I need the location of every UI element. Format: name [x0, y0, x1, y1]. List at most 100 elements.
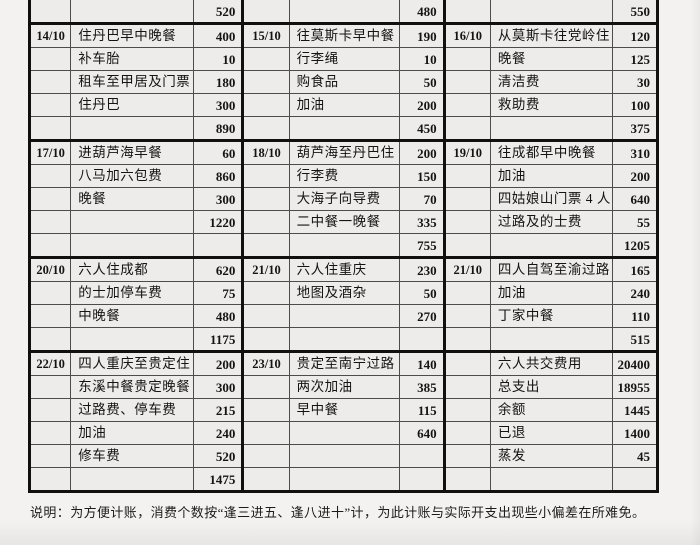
date-cell — [241, 70, 290, 94]
amount-cell: 10 — [193, 47, 244, 71]
amount-cell — [399, 444, 445, 468]
amount-cell: 75 — [193, 281, 244, 305]
amount-cell: 30 — [611, 70, 659, 94]
date-cell — [442, 444, 491, 468]
description-cell: 八马加六包费 — [70, 164, 195, 188]
amount-cell — [193, 233, 244, 258]
date-cell — [442, 0, 491, 24]
description-cell: 行李费 — [288, 164, 401, 188]
amount-cell: 115 — [399, 398, 445, 422]
description-cell: 蒸发 — [489, 444, 613, 468]
date-cell: 20/10 — [28, 257, 72, 282]
description-cell: 东溪中餐贵定晚餐 — [70, 375, 195, 399]
description-cell: 过路费、停车费 — [70, 398, 195, 422]
amount-cell: 385 — [399, 375, 445, 399]
amount-cell: 45 — [611, 444, 659, 468]
amount-cell: 755 — [399, 233, 445, 258]
amount-cell: 110 — [611, 304, 659, 328]
date-cell — [28, 327, 72, 352]
description-cell: 的士加停车费 — [70, 281, 195, 305]
date-cell — [241, 47, 290, 71]
date-cell — [241, 467, 290, 492]
date-cell — [28, 0, 72, 24]
amount-cell: 200 — [611, 164, 659, 188]
date-cell — [442, 93, 491, 117]
ledger-row: 1175 515 — [28, 327, 659, 352]
description-cell: 地图及酒杂 — [288, 281, 401, 305]
date-cell — [28, 210, 72, 234]
date-cell — [241, 327, 290, 352]
amount-cell: 400 — [193, 23, 244, 48]
amount-cell — [611, 467, 659, 492]
description-cell — [70, 467, 195, 492]
description-cell: 四人自驾至渝过路 — [489, 257, 613, 282]
date-cell: 21/10 — [442, 257, 491, 282]
date-cell: 17/10 — [28, 140, 72, 165]
amount-cell: 640 — [399, 421, 445, 445]
ledger-row: 修车费 520 蒸发 45 — [28, 444, 659, 468]
description-cell: 加油 — [288, 93, 401, 117]
ledger-row: 755 1205 — [28, 233, 659, 258]
ledger-row: 1475 — [28, 467, 659, 492]
description-cell — [288, 444, 401, 468]
date-cell — [241, 375, 290, 399]
date-cell — [28, 116, 72, 141]
amount-cell: 20400 — [611, 351, 659, 376]
description-cell — [288, 421, 401, 445]
date-cell — [241, 304, 290, 328]
amount-cell: 18955 — [611, 375, 659, 399]
amount-cell: 515 — [611, 327, 659, 352]
date-cell — [28, 375, 72, 399]
description-cell: 购食品 — [288, 70, 401, 94]
description-cell: 六人住重庆 — [288, 257, 401, 282]
ledger-row: 20/10 六人住成都 620 21/10 六人住重庆 230 21/10 四人自驾至渝过路 1… — [28, 257, 659, 282]
description-cell: 救助费 — [489, 93, 613, 117]
date-cell — [442, 281, 491, 305]
description-cell: 住丹巴 — [70, 93, 195, 117]
description-cell: 大海子向导费 — [288, 187, 401, 211]
description-cell — [70, 327, 195, 352]
date-cell — [241, 116, 290, 141]
description-cell: 修车费 — [70, 444, 195, 468]
description-cell: 贵定至南宁过路 — [288, 351, 401, 376]
description-cell: 租车至甲居及门票 — [70, 70, 195, 94]
ledger-row: 晚餐 300 大海子向导费 70 四姑娘山门票 4 人 640 — [28, 187, 659, 211]
description-cell: 往莫斯卡早中餐 — [288, 23, 401, 48]
description-cell: 过路及的士费 — [489, 210, 613, 234]
ledger-row: 补车胎 10 行李绳 10 晚餐 125 — [28, 47, 659, 71]
amount-cell: 480 — [399, 0, 445, 24]
amount-cell: 125 — [611, 47, 659, 71]
date-cell — [241, 444, 290, 468]
date-cell — [28, 398, 72, 422]
amount-cell: 100 — [611, 93, 659, 117]
amount-cell: 140 — [399, 351, 445, 376]
description-cell — [489, 116, 613, 141]
description-cell: 住丹巴早中晚餐 — [70, 23, 195, 48]
description-cell — [288, 304, 401, 328]
date-cell — [28, 93, 72, 117]
amount-cell — [399, 467, 445, 492]
footnote: 说明：为方便计账，消费个数按“逢三进五、逢八进十”计，为此计账与实际开支出现些小… — [30, 505, 646, 520]
ledger-row: 22/10 四人重庆至贵定住 200 23/10 贵定至南宁过路 140 六人共交费用 204… — [28, 351, 659, 376]
description-cell: 补车胎 — [70, 47, 195, 71]
ledger-row: 17/10 进葫芦海早餐 60 18/10 葫芦海至丹巴住 200 19/10 往成都早中晚餐… — [28, 140, 659, 165]
date-cell — [442, 210, 491, 234]
amount-cell: 70 — [399, 187, 445, 211]
amount-cell: 1220 — [193, 210, 244, 234]
amount-cell: 50 — [399, 70, 445, 94]
ledger-row: 890 450 375 — [28, 116, 659, 141]
date-cell — [442, 398, 491, 422]
description-cell: 六人住成都 — [70, 257, 195, 282]
date-cell — [28, 467, 72, 492]
amount-cell: 270 — [399, 304, 445, 328]
amount-cell: 180 — [193, 70, 244, 94]
amount-cell: 120 — [611, 23, 659, 48]
date-cell — [241, 421, 290, 445]
ledger-row: 14/10 住丹巴早中晚餐 400 15/10 往莫斯卡早中餐 190 16/10 从莫斯卡往… — [28, 23, 659, 48]
date-cell: 21/10 — [241, 257, 290, 282]
description-cell — [70, 0, 195, 24]
description-cell — [489, 467, 613, 492]
expense-ledger-table: 520 480 550 14/10 住丹巴早中晚餐 400 15/10 往莫斯卡早中餐 190 1… — [28, 0, 659, 493]
amount-cell: 200 — [193, 351, 244, 376]
amount-cell: 300 — [193, 187, 244, 211]
